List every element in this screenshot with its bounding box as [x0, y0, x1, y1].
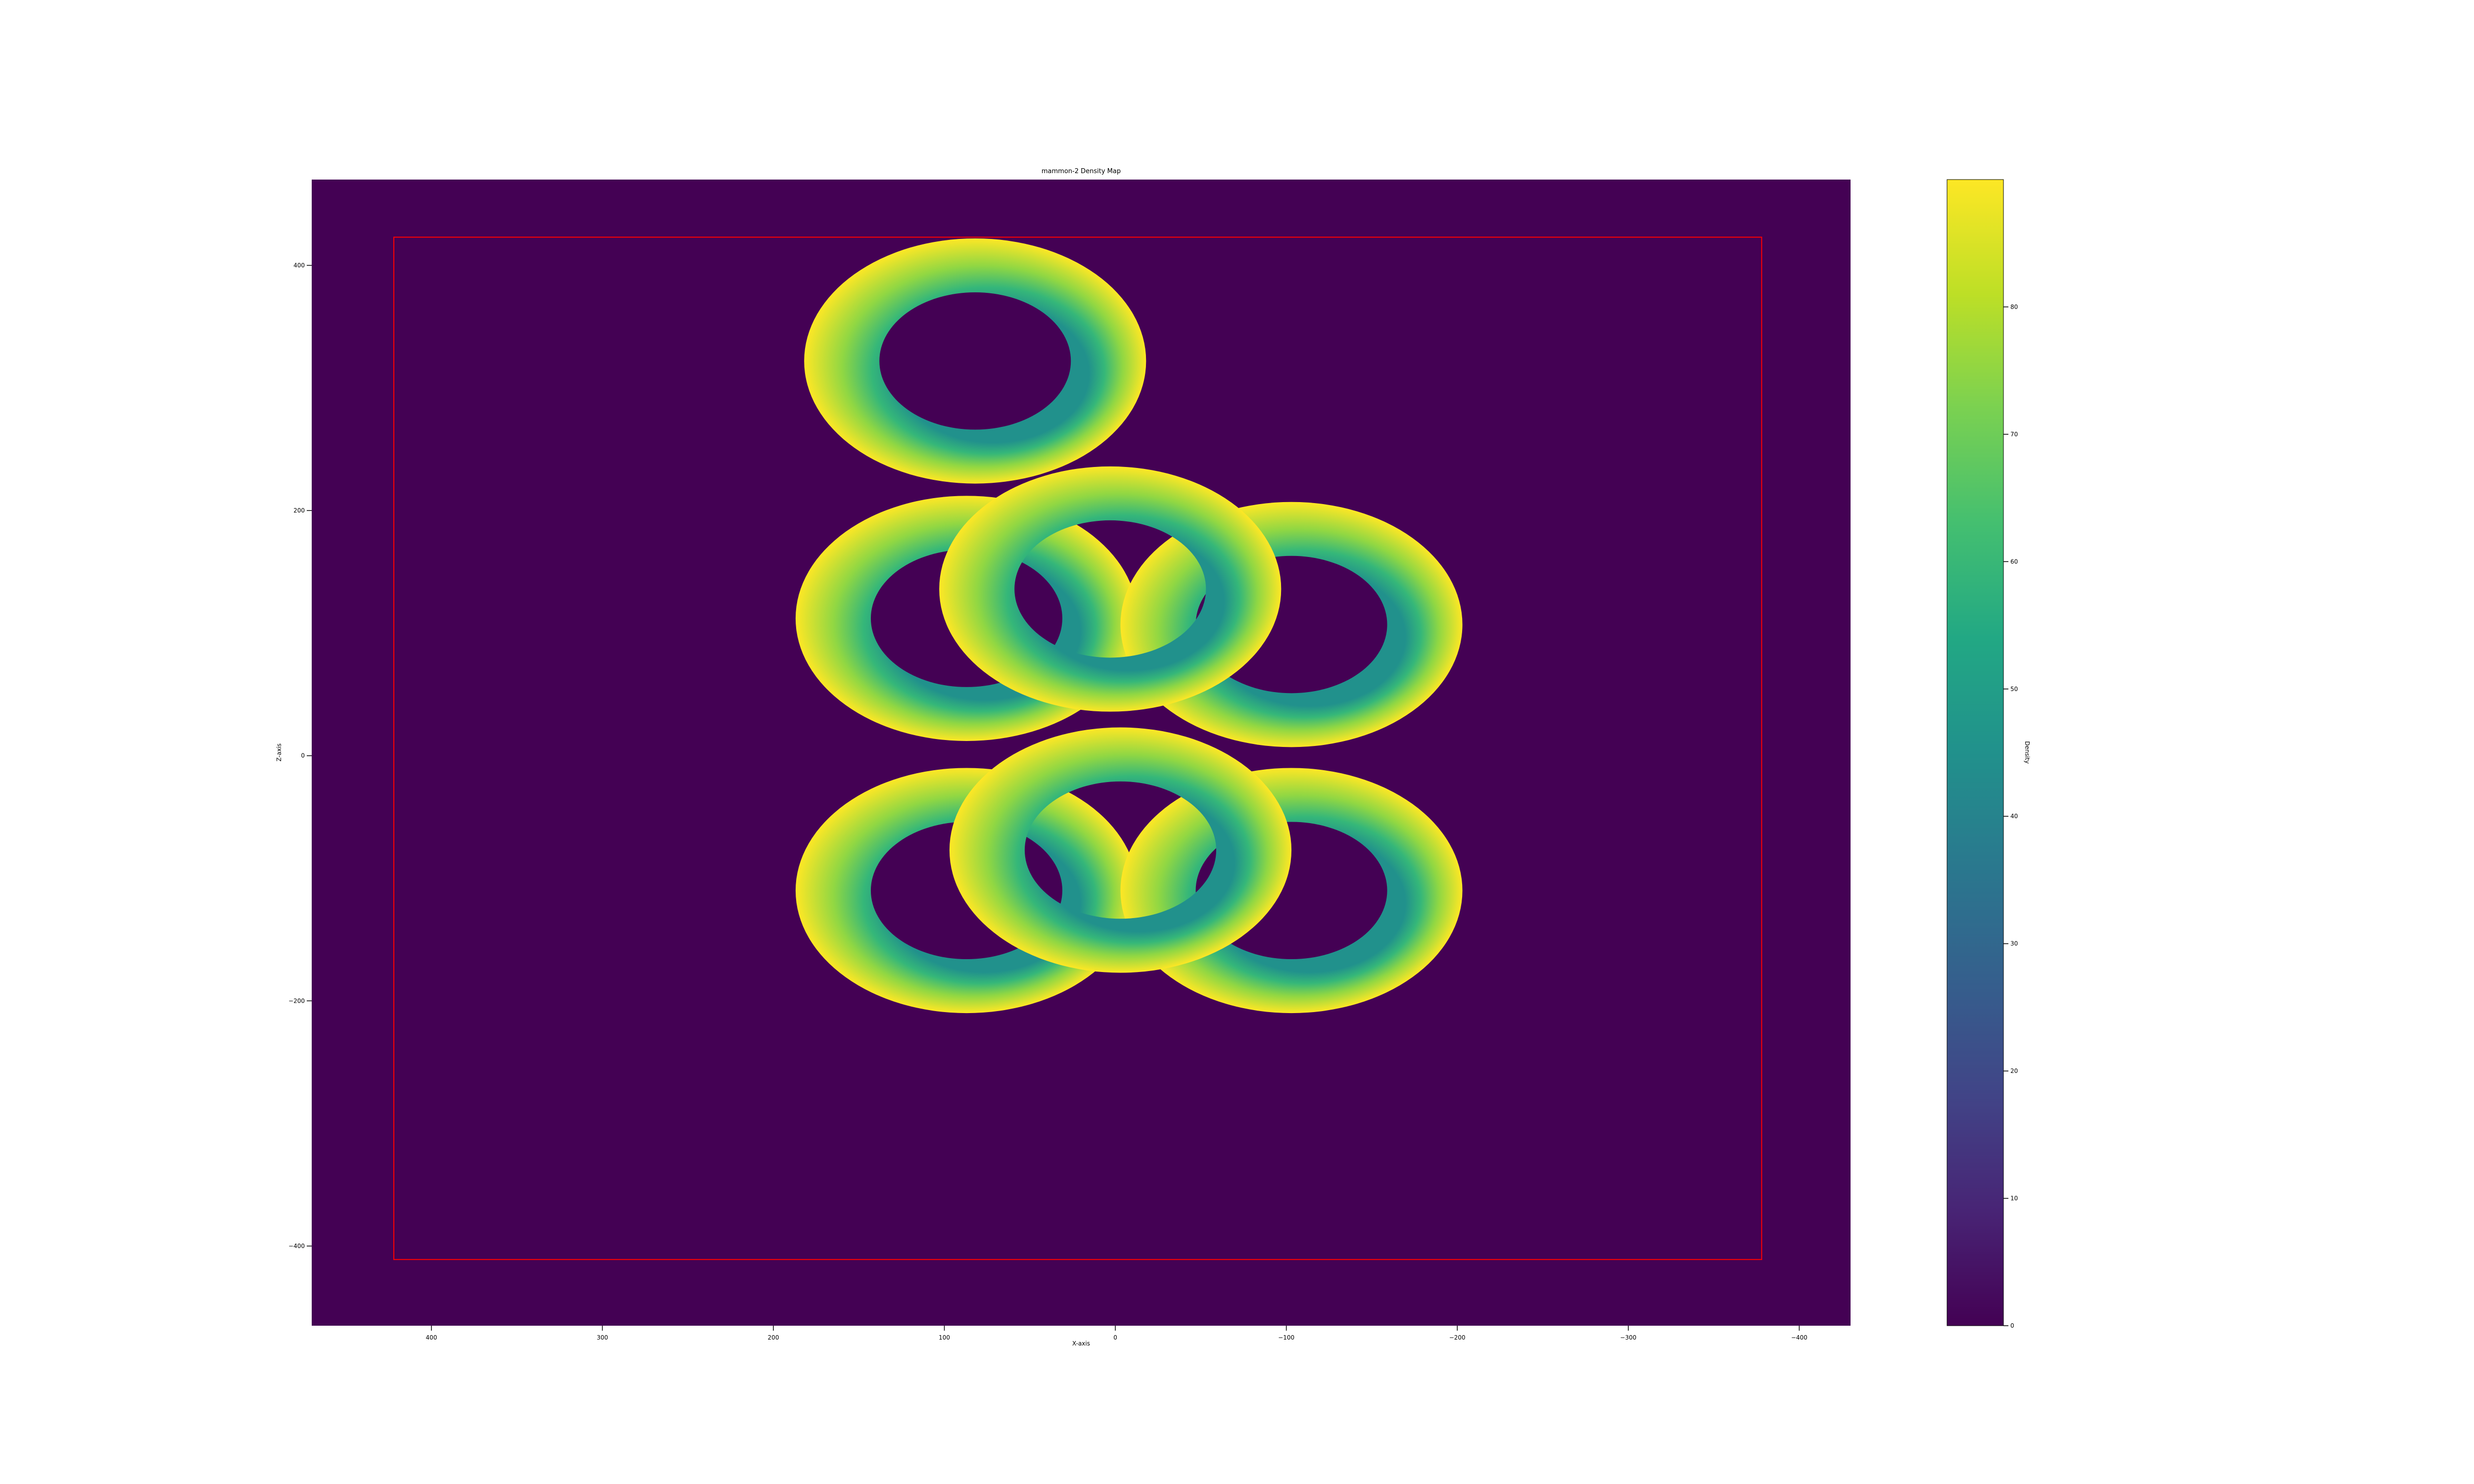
colorbar-tick-label: 70	[2010, 431, 2018, 438]
y-tick-label: 0	[301, 752, 305, 759]
density-ring-7	[949, 727, 1292, 973]
chart-title: mammon-2 Density Map	[1042, 168, 1121, 175]
x-tick-label: 400	[426, 1334, 437, 1341]
y-tick-label: 400	[293, 262, 305, 269]
colorbar-tick-label: 80	[2010, 303, 2018, 310]
colorbar-tick-label: 60	[2010, 558, 2018, 565]
x-tick-label: −200	[1449, 1334, 1466, 1341]
x-tick-label: 300	[597, 1334, 608, 1341]
colorbar-tick-label: 30	[2010, 940, 2018, 947]
x-tick-label: −300	[1620, 1334, 1636, 1341]
x-tick-label: 200	[768, 1334, 779, 1341]
colorbar-tick-label: 50	[2010, 686, 2018, 693]
x-tick-label: −400	[1791, 1334, 1808, 1341]
density-ring-1	[804, 238, 1146, 484]
x-tick-label: 100	[939, 1334, 950, 1341]
bounding-box-outline	[393, 236, 1762, 1260]
colorbar	[1947, 179, 2004, 1326]
x-axis-ticks: 400 300 200 100 0 −100 −200 −300 −400	[426, 1326, 1808, 1341]
density-ring-6	[939, 466, 1282, 712]
y-tick-label: −200	[288, 997, 305, 1004]
colorbar-tick-label: 10	[2010, 1195, 2018, 1202]
colorbar-tick-label: 0	[2010, 1322, 2014, 1329]
x-tick-label: −100	[1278, 1334, 1294, 1341]
y-tick-label: 200	[293, 507, 305, 514]
colorbar-ticks: 0 10 20 30 40 50 60 70 80	[2003, 303, 2018, 1329]
colorbar-tick-label: 20	[2010, 1067, 2018, 1074]
y-tick-label: −400	[288, 1243, 305, 1250]
colorbar-tick-label: 40	[2010, 813, 2018, 820]
y-axis-label: Z-axis	[276, 743, 283, 761]
x-axis-label: X-axis	[1072, 1340, 1090, 1347]
x-tick-label: 0	[1113, 1334, 1117, 1341]
y-axis-ticks: 400 200 0 −200 −400	[288, 262, 312, 1250]
density-rings	[795, 238, 1463, 1014]
colorbar-label: Density	[2024, 741, 2031, 764]
